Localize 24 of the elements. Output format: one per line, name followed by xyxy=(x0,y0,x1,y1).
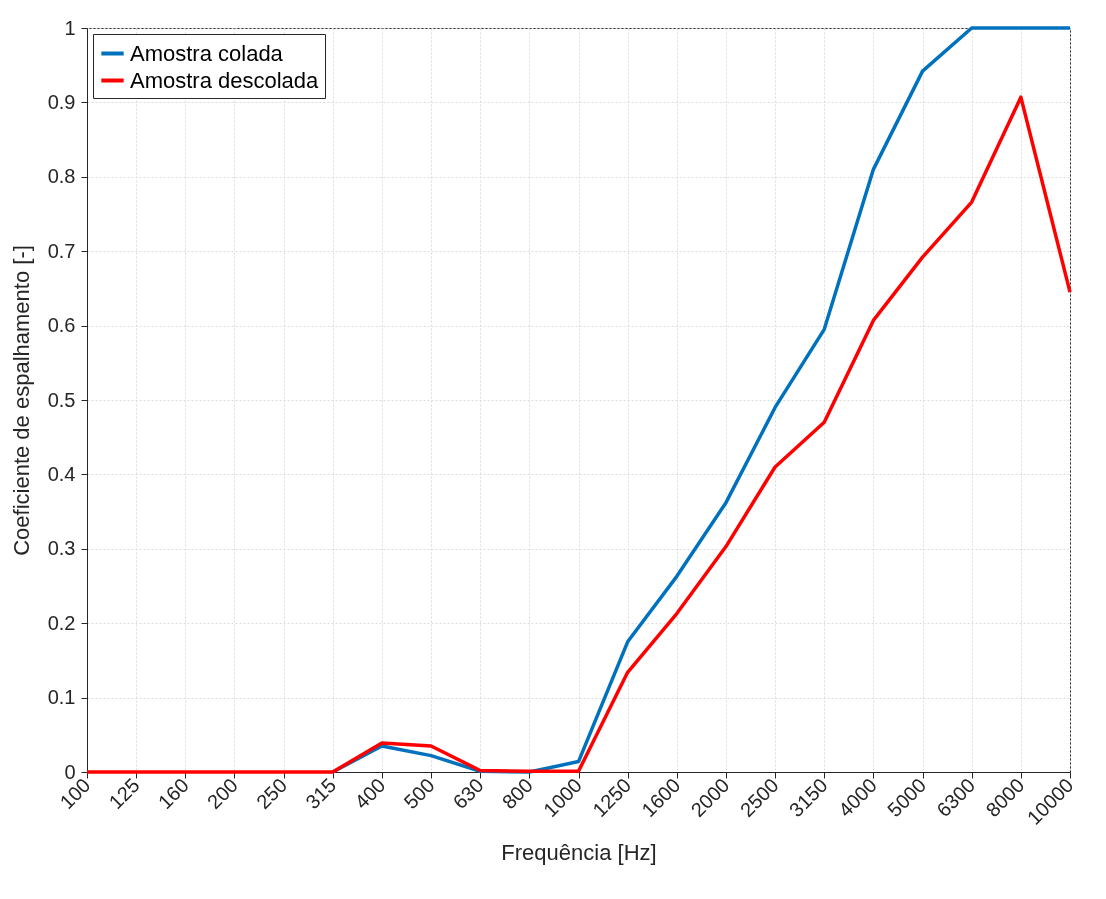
y-tick-label: 0.7 xyxy=(47,239,76,262)
legend-label: Amostra descolada xyxy=(130,67,320,93)
y-tick-label: 0.3 xyxy=(47,537,76,560)
x-tick-label: 500 xyxy=(399,774,439,814)
x-tick-label: 250 xyxy=(252,774,292,814)
y-tick-label: 0.1 xyxy=(47,686,76,709)
y-tick-label: 1 xyxy=(64,16,76,39)
legend-label: Amostra colada xyxy=(130,40,284,66)
x-axis-title: Frequência [Hz] xyxy=(501,839,657,865)
y-tick-label: 0.5 xyxy=(47,388,76,411)
y-tick-label: 0.2 xyxy=(47,611,76,634)
y-tick-label: 0.6 xyxy=(47,314,76,337)
x-tick-label: 125 xyxy=(104,774,144,814)
x-tick-label: 400 xyxy=(350,774,390,814)
x-tick-label: 800 xyxy=(497,774,537,814)
y-tick-label: 0.9 xyxy=(47,90,76,113)
y-tick-label: 0.4 xyxy=(47,462,76,485)
x-tick-label: 315 xyxy=(301,774,341,814)
y-tick-label: 0.8 xyxy=(47,165,76,188)
y-axis-title: Coeficiente de espalhamento [-] xyxy=(8,245,34,556)
y-tick-label: 0 xyxy=(64,760,76,783)
x-tick-label: 200 xyxy=(202,774,243,814)
x-tick-label: 160 xyxy=(153,774,193,814)
x-tick-label: 630 xyxy=(448,774,488,814)
